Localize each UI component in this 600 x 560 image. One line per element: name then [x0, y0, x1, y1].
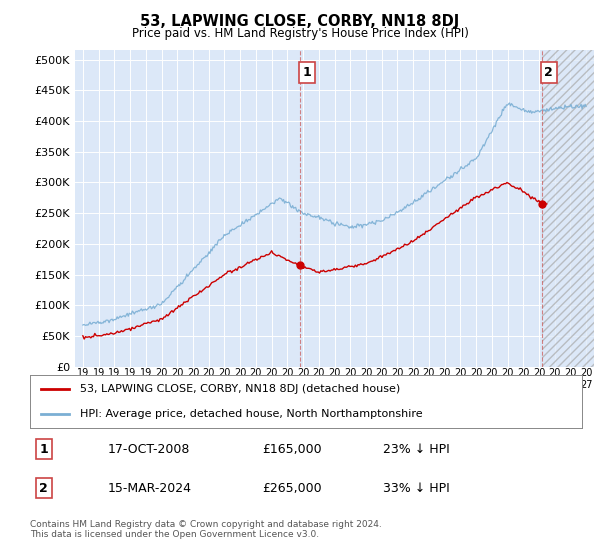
Text: 53, LAPWING CLOSE, CORBY, NN18 8DJ: 53, LAPWING CLOSE, CORBY, NN18 8DJ	[140, 14, 460, 29]
Text: £265,000: £265,000	[262, 482, 322, 494]
Bar	[542, 50, 594, 367]
Text: 53, LAPWING CLOSE, CORBY, NN18 8DJ (detached house): 53, LAPWING CLOSE, CORBY, NN18 8DJ (deta…	[80, 384, 400, 394]
Text: 1: 1	[302, 66, 311, 79]
Text: 17-OCT-2008: 17-OCT-2008	[107, 442, 190, 456]
Text: 2: 2	[40, 482, 48, 494]
Text: 23% ↓ HPI: 23% ↓ HPI	[383, 442, 450, 456]
Text: 2: 2	[544, 66, 553, 79]
Text: HPI: Average price, detached house, North Northamptonshire: HPI: Average price, detached house, Nort…	[80, 408, 422, 418]
Text: 33% ↓ HPI: 33% ↓ HPI	[383, 482, 450, 494]
Text: Price paid vs. HM Land Registry's House Price Index (HPI): Price paid vs. HM Land Registry's House …	[131, 27, 469, 40]
Bar	[542, 50, 594, 367]
Text: 1: 1	[40, 442, 48, 456]
Text: 15-MAR-2024: 15-MAR-2024	[107, 482, 191, 494]
Text: £165,000: £165,000	[262, 442, 322, 456]
Text: Contains HM Land Registry data © Crown copyright and database right 2024.
This d: Contains HM Land Registry data © Crown c…	[30, 520, 382, 539]
